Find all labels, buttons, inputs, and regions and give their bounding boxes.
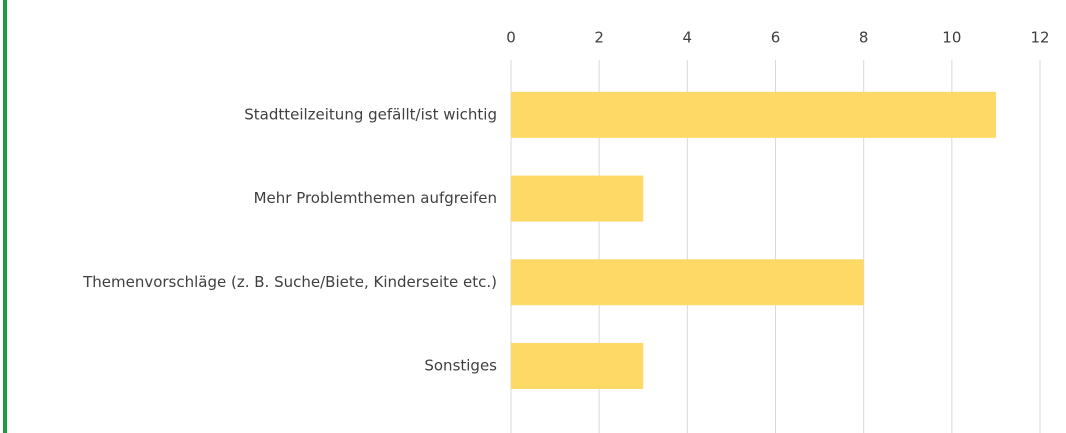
y-tick-label: Themenvorschläge (z. B. Suche/Biete, Kin… — [82, 273, 497, 291]
x-tick-label: 8 — [859, 29, 869, 47]
x-tick-label: 12 — [1030, 29, 1049, 47]
x-tick-label: 0 — [506, 29, 516, 47]
page-border — [3, 0, 7, 433]
y-tick-label: Sonstiges — [424, 356, 497, 374]
x-tick-label: 2 — [594, 29, 604, 47]
bar — [511, 259, 864, 306]
bar — [511, 91, 996, 138]
y-tick-label: Mehr Problemthemen aufgreifen — [254, 189, 497, 207]
bar — [511, 342, 644, 389]
y-tick-label: Stadtteilzeitung gefällt/ist wichtig — [244, 105, 497, 123]
x-tick-label: 4 — [683, 29, 693, 47]
x-tick-label: 10 — [942, 29, 961, 47]
bar — [511, 175, 644, 222]
x-tick-label: 6 — [771, 29, 781, 47]
